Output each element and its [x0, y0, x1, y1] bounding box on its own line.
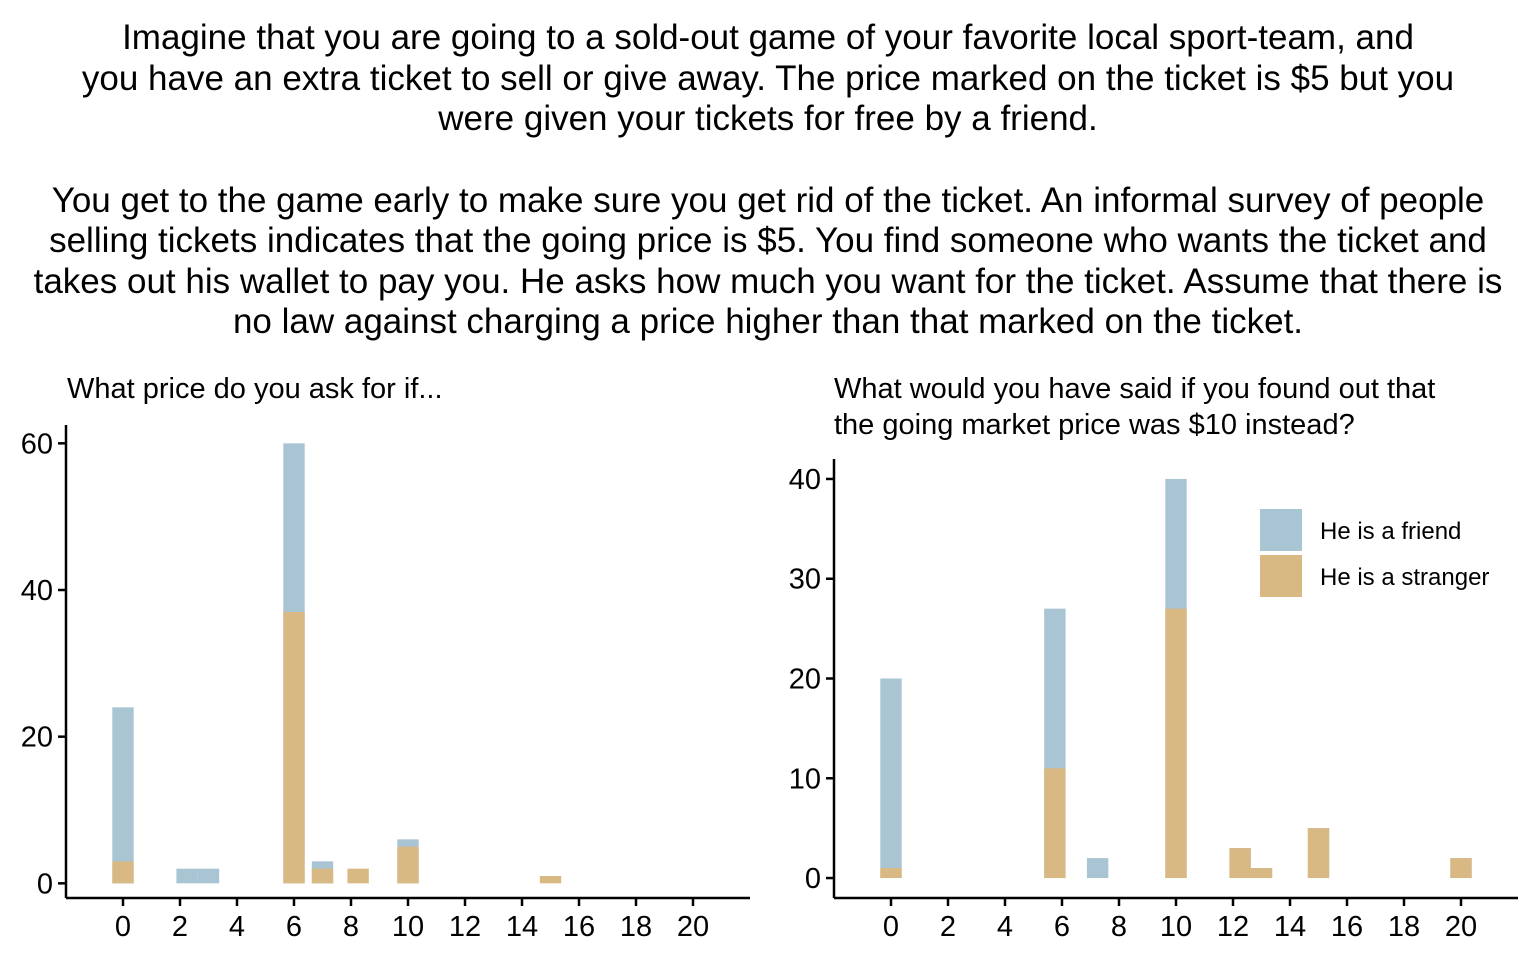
x-tick-label: 4 [997, 911, 1013, 943]
bar-stranger [347, 868, 369, 884]
intro-line: takes out his wallet to pay you. He asks… [33, 261, 1503, 301]
chart-title: What would you have said if you found ou… [834, 373, 1435, 405]
bar-stranger [539, 876, 562, 884]
intro-line: you have an extra ticket to sell or give… [81, 58, 1455, 98]
x-tick-label: 18 [620, 911, 652, 943]
bar-friend [880, 678, 902, 879]
x-tick-label: 14 [506, 911, 538, 943]
intro-line: no law against charging a price higher t… [232, 302, 1304, 341]
x-tick-label: 16 [563, 911, 595, 943]
x-tick-label: 6 [286, 911, 302, 943]
x-tick-label: 2 [940, 911, 956, 943]
intro-line: were given your tickets for free by a fr… [438, 99, 1098, 138]
x-tick-label: 12 [1217, 911, 1249, 943]
chart-title: the going market price was $10 instead? [834, 409, 1355, 441]
chart-title: What price do you ask for if... [67, 373, 443, 405]
intro-line: You get to the game early to make sure y… [51, 180, 1485, 220]
y-tick-label: 60 [21, 428, 53, 460]
y-tick-label: 40 [789, 464, 821, 496]
x-tick-label: 0 [115, 911, 131, 943]
bar-stranger [311, 868, 334, 884]
bar-stranger [283, 612, 305, 884]
y-tick-label: 10 [789, 763, 821, 795]
intro-line: selling tickets indicates that the going… [49, 221, 1487, 260]
y-tick-label: 30 [789, 564, 821, 596]
bar-stranger [112, 861, 134, 884]
x-tick-label: 8 [343, 911, 359, 943]
x-tick-label: 20 [677, 911, 709, 943]
legend-label: He is a friend [1320, 518, 1461, 545]
x-tick-label: 16 [1331, 911, 1363, 943]
bar-friend [176, 868, 198, 884]
x-tick-label: 2 [172, 911, 188, 943]
x-tick-label: 18 [1388, 911, 1420, 943]
x-tick-label: 4 [229, 911, 245, 943]
x-tick-label: 8 [1111, 911, 1127, 943]
y-tick-label: 40 [21, 575, 53, 607]
bar-friend [1086, 858, 1109, 879]
legend-swatch [1260, 555, 1302, 597]
y-tick-label: 20 [789, 664, 821, 696]
y-tick-label: 0 [37, 868, 53, 900]
intro-line: Imagine that you are going to a sold-out… [122, 18, 1414, 57]
bar-stranger [1229, 848, 1251, 879]
legend: He is a friend He is a stranger [1260, 509, 1489, 597]
x-tick-label: 0 [883, 911, 899, 943]
x-tick-label: 20 [1445, 911, 1477, 943]
chart-panel-1: What price do you ask for if... 0 20 40 60 0 2… [21, 373, 750, 943]
bar-friend [112, 707, 134, 884]
question-text: Imagine that you are going to a sold-out… [0, 18, 1536, 343]
x-tick-label: 10 [1160, 911, 1192, 943]
legend-swatch [1260, 509, 1302, 551]
bar-stranger [1250, 868, 1273, 879]
x-tick-label: 6 [1054, 911, 1070, 943]
legend-label: He is a stranger [1320, 564, 1489, 591]
y-tick-label: 20 [21, 722, 53, 754]
bar-stranger [880, 868, 902, 879]
bar-stranger [397, 846, 419, 884]
bar-friend [197, 868, 220, 884]
bar-stranger [1044, 768, 1066, 879]
x-tick-label: 10 [392, 911, 424, 943]
x-tick-label: 12 [449, 911, 481, 943]
y-tick-label: 0 [805, 863, 821, 895]
bar-stranger [1450, 858, 1472, 879]
bar-stranger [1307, 828, 1330, 879]
bar-stranger [1165, 608, 1187, 879]
chart-panel-2: What would you have said if you found ou… [789, 373, 1518, 943]
x-tick-label: 14 [1274, 911, 1306, 943]
